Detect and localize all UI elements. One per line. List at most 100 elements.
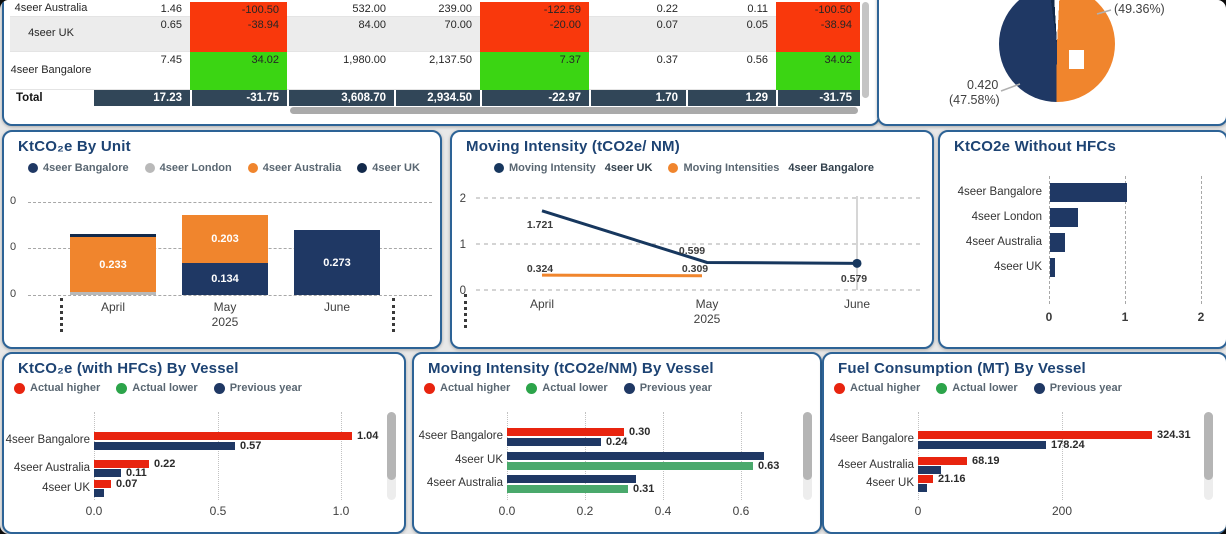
legend-dot — [623, 382, 635, 394]
x-year-label: 2025 — [211, 315, 239, 329]
legend-label: 4seer London — [159, 162, 232, 174]
category-label: 4seer Bangalore — [418, 430, 503, 442]
legend-item[interactable]: Actual higher — [424, 382, 510, 394]
bar-4seer-bangalore[interactable] — [1050, 183, 1127, 202]
legend-item[interactable]: Actual higher — [834, 382, 920, 394]
scroll-hint-right[interactable] — [392, 298, 395, 332]
bar-4seer-australia[interactable] — [1050, 233, 1065, 252]
pie-chart-card: (49.36%) 0.420 (47.58%) — [877, 0, 1226, 126]
legend-item[interactable]: Previous year — [213, 382, 302, 394]
table-row[interactable]: 4seer Bangalore 7.45 34.02 1,980.00 2,137.50… — [4, 52, 870, 90]
bar-actual-higher[interactable] — [94, 460, 149, 468]
line-plot: 2 1 0 1.721 0.599 0.579 0.324 0.309 April May June… — [452, 132, 932, 347]
bar-previous-year[interactable] — [507, 438, 601, 446]
legend-label: Moving Intensities — [683, 162, 780, 174]
pie-chart[interactable] — [999, 0, 1115, 102]
vertical-scrollbar-thumb[interactable] — [803, 412, 812, 480]
bar-4seer-london[interactable] — [1050, 208, 1078, 227]
legend-label: Moving Intensity — [508, 162, 596, 174]
y-tick-label: 0 — [10, 195, 17, 207]
scroll-hint-left[interactable] — [464, 294, 467, 328]
legend-dot — [1033, 382, 1045, 394]
legend-dot — [213, 382, 225, 394]
bar-actual-higher[interactable] — [918, 475, 933, 483]
legend-item[interactable]: Moving Intensity 4seer UK — [493, 162, 653, 174]
legend-label-bold: 4seer UK — [604, 162, 653, 174]
table-row[interactable]: 4seer Australia 1.46 -100.50 532.00 239.00 -1… — [4, 2, 870, 17]
legend-item[interactable]: Actual lower — [526, 382, 608, 394]
vertical-scrollbar-thumb[interactable] — [1204, 412, 1213, 480]
bar-segment-4seer-australia[interactable]: 0.233 — [70, 237, 156, 292]
bar-previous-year[interactable] — [94, 442, 235, 450]
legend-label: Actual higher — [30, 382, 101, 394]
bar-value-label: 0.24 — [606, 436, 628, 448]
bar-actual-higher[interactable] — [94, 432, 352, 440]
legend-item[interactable]: Actual higher — [14, 382, 100, 394]
scroll-hint-left[interactable] — [60, 298, 63, 332]
gridline — [94, 412, 95, 500]
table-row[interactable]: Total 17.23 -31.75 3,608.70 2,934.50 -22.97 1.… — [4, 90, 870, 106]
bar-actual-higher[interactable] — [918, 431, 1152, 439]
legend-label: Previous year — [229, 382, 302, 394]
bar-segment-4seer-australia[interactable]: 0.203 — [182, 215, 268, 263]
legend-item[interactable]: Actual lower — [936, 382, 1018, 394]
legend-item[interactable]: 4seer Australia — [247, 162, 341, 174]
legend-item[interactable]: Previous year — [623, 382, 712, 394]
bar-actual-lower[interactable] — [507, 462, 753, 470]
legend-dot — [247, 163, 258, 173]
line-chart-svg[interactable]: 2 1 0 1.721 0.599 0.579 0.324 0.309 April May June… — [452, 132, 932, 347]
legend-label: 4seer UK — [372, 162, 420, 174]
bar-previous-year[interactable] — [918, 466, 941, 474]
legend: Actual higher Actual lower Previous year — [834, 382, 1138, 394]
legend-item[interactable]: 4seer Bangalore — [28, 162, 129, 174]
vertical-scrollbar-thumb[interactable] — [387, 412, 396, 480]
legend-dot — [14, 382, 25, 394]
bar-actual-higher[interactable] — [507, 428, 624, 436]
bar-actual-higher[interactable] — [94, 480, 111, 488]
bar-segment-4seer-bangalore[interactable]: 0.273 — [294, 230, 380, 295]
horizontal-bar-plot: 0 1 2 4seer Bangalore 4seer London 4seer Aust… — [940, 132, 1226, 347]
bar-4seer-uk[interactable] — [1050, 258, 1055, 277]
x-tick-label: 0 — [1045, 310, 1053, 324]
table-vertical-scrollbar[interactable] — [862, 2, 869, 98]
x-category-label: April — [100, 300, 125, 314]
category-label: 4seer UK — [866, 476, 914, 489]
bar-segment-4seer-uk[interactable] — [70, 234, 156, 237]
pie-label-bottom-pct: (47.58%) — [949, 93, 1000, 107]
moving-intensity-card: Moving Intensity (tCO2e/ NM) Moving Inte… — [450, 130, 934, 349]
table-row[interactable]: 4seer UK 0.65 -38.94 84.00 70.00 -20.00 0.07 0.… — [4, 17, 870, 52]
category-label: 4seer UK — [42, 481, 90, 494]
category-label: 4seer Australia — [426, 477, 503, 489]
bar-previous-year[interactable] — [94, 489, 104, 497]
table-cell: 34.02 — [776, 52, 860, 90]
table-cell: -31.75 — [776, 90, 860, 106]
table-horizontal-scrollbar[interactable] — [290, 107, 858, 114]
gridline — [28, 202, 432, 203]
legend-item[interactable]: Actual lower — [116, 382, 198, 394]
legend-item[interactable]: Moving Intensities 4seer Bangalore — [668, 162, 874, 174]
legend-dot — [668, 163, 679, 173]
table-cell: 84.00 — [287, 17, 394, 52]
bar-previous-year[interactable] — [507, 475, 636, 483]
table-cell: 0.07 — [589, 17, 686, 52]
bar-actual-lower[interactable] — [507, 485, 628, 493]
chart-title: KtCO2e Without HFCs — [954, 138, 1116, 155]
table-cell: 1.46 — [92, 2, 190, 17]
table-cell: 532.00 — [287, 2, 394, 17]
bar-segment-4seer-bangalore[interactable]: 0.134 — [182, 263, 268, 295]
bar-actual-higher[interactable] — [918, 457, 967, 465]
bar-segment-4seer-london[interactable] — [70, 292, 156, 295]
bar-previous-year[interactable] — [507, 452, 764, 460]
bar-previous-year[interactable] — [918, 484, 927, 492]
legend-item[interactable]: Previous year — [1033, 382, 1122, 394]
legend-item[interactable]: 4seer London — [144, 162, 232, 174]
bar-previous-year[interactable] — [918, 441, 1046, 449]
chart-title: KtCO₂e (with HFCs) By Vessel — [18, 360, 239, 377]
ktco2e-by-unit-card: KtCO₂e By Unit 4seer Bangalore 4seer Lond… — [2, 130, 442, 349]
bar-previous-year[interactable] — [94, 469, 121, 477]
gridline — [1062, 412, 1063, 500]
table-row-header: 4seer Australia — [10, 2, 92, 17]
svg-text:0.324: 0.324 — [527, 263, 553, 275]
legend-item[interactable]: 4seer UK — [357, 162, 420, 174]
x-tick-label: 0.2 — [576, 504, 594, 518]
